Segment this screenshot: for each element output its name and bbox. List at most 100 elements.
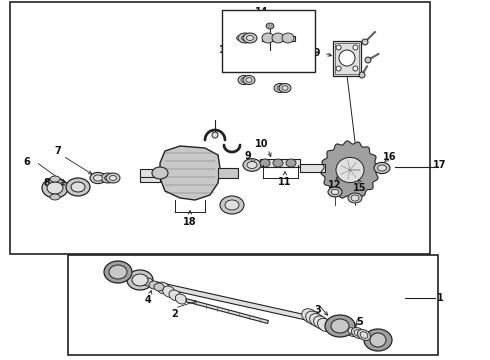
Polygon shape — [321, 141, 379, 199]
Ellipse shape — [272, 33, 284, 43]
Ellipse shape — [225, 200, 239, 210]
Ellipse shape — [238, 76, 250, 85]
Ellipse shape — [175, 294, 187, 304]
Polygon shape — [154, 282, 341, 328]
Ellipse shape — [246, 36, 253, 40]
Ellipse shape — [241, 78, 247, 82]
Ellipse shape — [360, 332, 368, 338]
Ellipse shape — [50, 176, 60, 182]
Ellipse shape — [354, 330, 362, 336]
Ellipse shape — [351, 328, 365, 338]
Bar — [300, 164, 325, 172]
Text: 12: 12 — [328, 180, 342, 190]
Ellipse shape — [233, 33, 247, 43]
Ellipse shape — [279, 84, 291, 93]
Ellipse shape — [242, 36, 248, 40]
Ellipse shape — [331, 319, 349, 333]
Text: 1: 1 — [437, 293, 443, 303]
Ellipse shape — [90, 172, 106, 184]
Ellipse shape — [277, 86, 283, 90]
Text: 19: 19 — [308, 48, 322, 58]
Ellipse shape — [94, 175, 102, 181]
Ellipse shape — [357, 329, 370, 341]
Ellipse shape — [260, 159, 270, 167]
Text: 14: 14 — [255, 7, 269, 17]
Ellipse shape — [328, 187, 342, 197]
Text: 2: 2 — [172, 309, 178, 319]
Ellipse shape — [282, 86, 288, 90]
Bar — [222, 10, 315, 72]
Ellipse shape — [286, 159, 296, 167]
Ellipse shape — [282, 33, 294, 43]
Ellipse shape — [348, 193, 362, 203]
Polygon shape — [160, 146, 220, 200]
Text: 6: 6 — [24, 157, 30, 167]
Ellipse shape — [237, 36, 244, 40]
Bar — [262, 36, 295, 40]
Text: 10: 10 — [255, 139, 269, 149]
Ellipse shape — [336, 45, 341, 50]
Ellipse shape — [362, 39, 368, 45]
Ellipse shape — [152, 167, 168, 179]
Ellipse shape — [273, 159, 283, 167]
Ellipse shape — [353, 45, 358, 50]
Ellipse shape — [325, 315, 355, 337]
Ellipse shape — [370, 333, 386, 347]
Text: 17: 17 — [433, 160, 447, 170]
Ellipse shape — [220, 196, 244, 214]
Text: 16: 16 — [383, 152, 397, 162]
Ellipse shape — [132, 274, 148, 286]
Ellipse shape — [331, 189, 339, 195]
Ellipse shape — [243, 159, 261, 171]
Ellipse shape — [47, 182, 63, 194]
Ellipse shape — [378, 165, 387, 171]
Ellipse shape — [42, 178, 68, 198]
Ellipse shape — [101, 173, 115, 183]
Ellipse shape — [353, 66, 358, 71]
Text: 8: 8 — [44, 178, 50, 188]
Text: 9: 9 — [245, 151, 251, 161]
Ellipse shape — [109, 175, 117, 180]
Ellipse shape — [154, 283, 164, 291]
Polygon shape — [177, 297, 269, 323]
Ellipse shape — [109, 265, 127, 279]
Ellipse shape — [306, 311, 322, 325]
Ellipse shape — [359, 72, 365, 78]
Ellipse shape — [310, 314, 325, 328]
Ellipse shape — [212, 132, 218, 138]
Ellipse shape — [104, 261, 132, 283]
Ellipse shape — [106, 173, 120, 183]
Ellipse shape — [243, 33, 257, 43]
Ellipse shape — [351, 195, 359, 201]
Ellipse shape — [247, 162, 257, 168]
Ellipse shape — [149, 281, 159, 289]
Ellipse shape — [348, 328, 356, 334]
Ellipse shape — [374, 162, 390, 174]
Ellipse shape — [243, 76, 255, 85]
Bar — [218, 168, 238, 178]
Bar — [68, 255, 438, 355]
Ellipse shape — [156, 282, 170, 294]
Ellipse shape — [274, 84, 286, 93]
Ellipse shape — [104, 175, 112, 180]
Ellipse shape — [364, 329, 392, 351]
Text: 18: 18 — [183, 217, 197, 227]
Ellipse shape — [127, 270, 153, 290]
Ellipse shape — [50, 194, 60, 200]
Ellipse shape — [143, 278, 153, 286]
Ellipse shape — [336, 157, 364, 183]
Text: 4: 4 — [145, 295, 151, 305]
Text: 3: 3 — [315, 305, 321, 315]
Text: 15: 15 — [353, 183, 367, 193]
Ellipse shape — [66, 178, 90, 196]
Ellipse shape — [302, 309, 318, 323]
Ellipse shape — [339, 50, 355, 66]
Text: 7: 7 — [54, 146, 61, 156]
Ellipse shape — [163, 286, 175, 297]
Bar — [333, 40, 361, 76]
Ellipse shape — [169, 290, 181, 301]
Bar — [140, 174, 160, 182]
Ellipse shape — [246, 78, 252, 82]
Ellipse shape — [336, 66, 341, 71]
Bar — [140, 169, 160, 177]
